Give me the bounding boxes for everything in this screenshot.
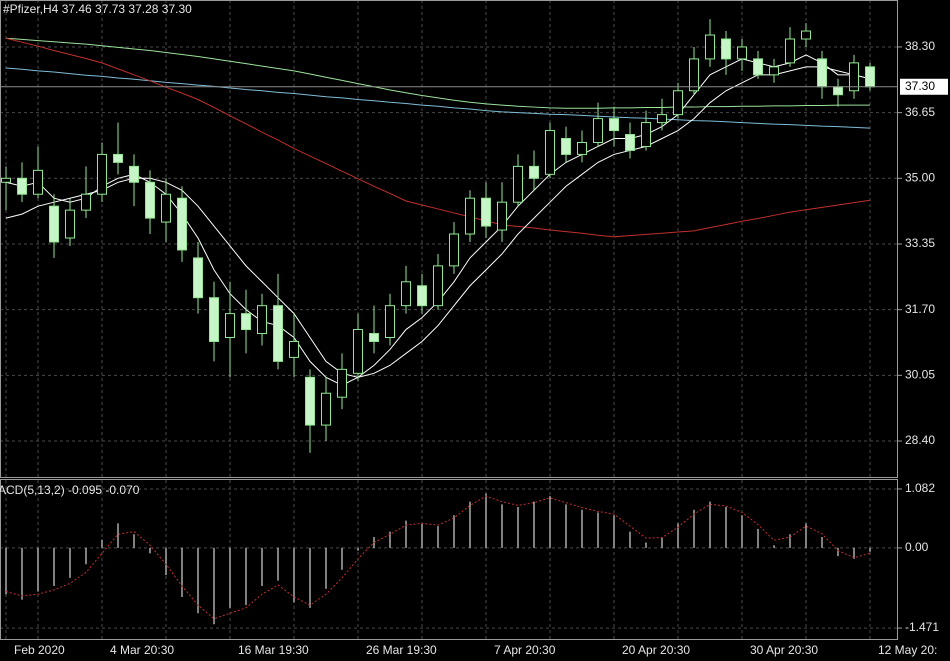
candle-body — [625, 134, 635, 151]
candle-body — [257, 305, 267, 335]
candle-body — [481, 197, 491, 227]
candle-body — [689, 58, 699, 92]
candle-body — [433, 265, 443, 307]
candle-body — [673, 90, 683, 116]
x-tick-label: 12 May 20: — [878, 643, 937, 657]
candle-body — [449, 233, 459, 267]
macd-pane-frame — [0, 479, 898, 640]
candle-body — [161, 193, 171, 223]
signal-line — [5, 495, 871, 620]
candle-body — [321, 392, 331, 426]
candle-body — [865, 66, 875, 88]
chart-title: #Pfizer,H4 37.46 37.73 37.28 37.30 — [3, 2, 192, 16]
indicator-title: ACD(5,13,2) -0.095 -0.070 — [0, 483, 140, 497]
candle-body — [817, 58, 827, 88]
candle-body — [225, 313, 235, 339]
y-tick-label: -1.471 — [905, 620, 939, 634]
candle-body — [209, 297, 219, 342]
candle-body — [49, 205, 59, 243]
last-price-box — [900, 78, 948, 95]
candle-body — [705, 34, 715, 60]
candle-body — [497, 201, 507, 231]
candle-body — [369, 333, 379, 342]
y-tick-label: 0.00 — [905, 540, 929, 554]
moving-average — [5, 37, 871, 238]
candle-body — [337, 368, 347, 398]
candle-body — [785, 38, 795, 64]
candle-body — [833, 86, 843, 96]
candle-body — [593, 118, 603, 143]
x-tick-label: 30 Apr 20:30 — [750, 643, 818, 657]
candle-body — [145, 181, 155, 219]
candle-body — [641, 122, 651, 147]
candle-body — [465, 197, 475, 235]
x-tick-label: 20 Apr 20:30 — [622, 643, 690, 657]
candle-body — [273, 305, 283, 362]
candle-body — [417, 285, 427, 307]
candle-body — [609, 118, 619, 132]
candle-body — [513, 165, 523, 203]
candle-body — [737, 46, 747, 60]
y-tick-label: 35.00 — [905, 170, 935, 184]
last-price-label: 37.30 — [905, 79, 935, 93]
candle-body — [401, 281, 411, 307]
candle-body — [97, 153, 107, 195]
y-tick-label: 30.05 — [905, 367, 935, 381]
candle-body — [305, 376, 315, 426]
candle-body — [33, 169, 43, 195]
y-tick-label: 1.082 — [905, 481, 935, 495]
x-tick-label: 4 Mar 20:30 — [110, 643, 174, 657]
x-tick-label: 26 Mar 19:30 — [366, 643, 437, 657]
candle-body — [113, 153, 123, 163]
y-tick-label: 36.65 — [905, 105, 935, 119]
candle-body — [353, 329, 363, 374]
candle-body — [721, 38, 731, 60]
candle-body — [17, 177, 27, 195]
x-tick-label: 7 Apr 20:30 — [494, 643, 556, 657]
candle-body — [529, 165, 539, 179]
candle-body — [81, 193, 91, 211]
x-tick-label: Feb 2020 — [14, 643, 65, 657]
candle-body — [769, 66, 779, 76]
candle-body — [577, 141, 587, 155]
candle-body — [1, 177, 11, 183]
candle-body — [545, 130, 555, 175]
y-tick-label: 28.40 — [905, 433, 935, 447]
main-pane-frame — [0, 0, 898, 478]
candle-body — [385, 305, 395, 339]
candle-body — [849, 62, 859, 92]
candle-body — [177, 197, 187, 251]
candle-body — [657, 114, 667, 124]
candle-body — [289, 340, 299, 358]
moving-average — [5, 37, 870, 109]
candle-body — [241, 313, 251, 331]
candle-body — [129, 165, 139, 183]
candle-body — [193, 257, 203, 299]
y-tick-label: 33.35 — [905, 236, 935, 250]
candle-body — [801, 30, 811, 40]
candle-body — [753, 58, 763, 76]
y-tick-label: 38.30 — [905, 39, 935, 53]
candle-body — [561, 138, 571, 155]
y-tick-label: 31.70 — [905, 302, 935, 316]
x-tick-label: 16 Mar 19:30 — [238, 643, 309, 657]
candle-body — [65, 209, 75, 239]
